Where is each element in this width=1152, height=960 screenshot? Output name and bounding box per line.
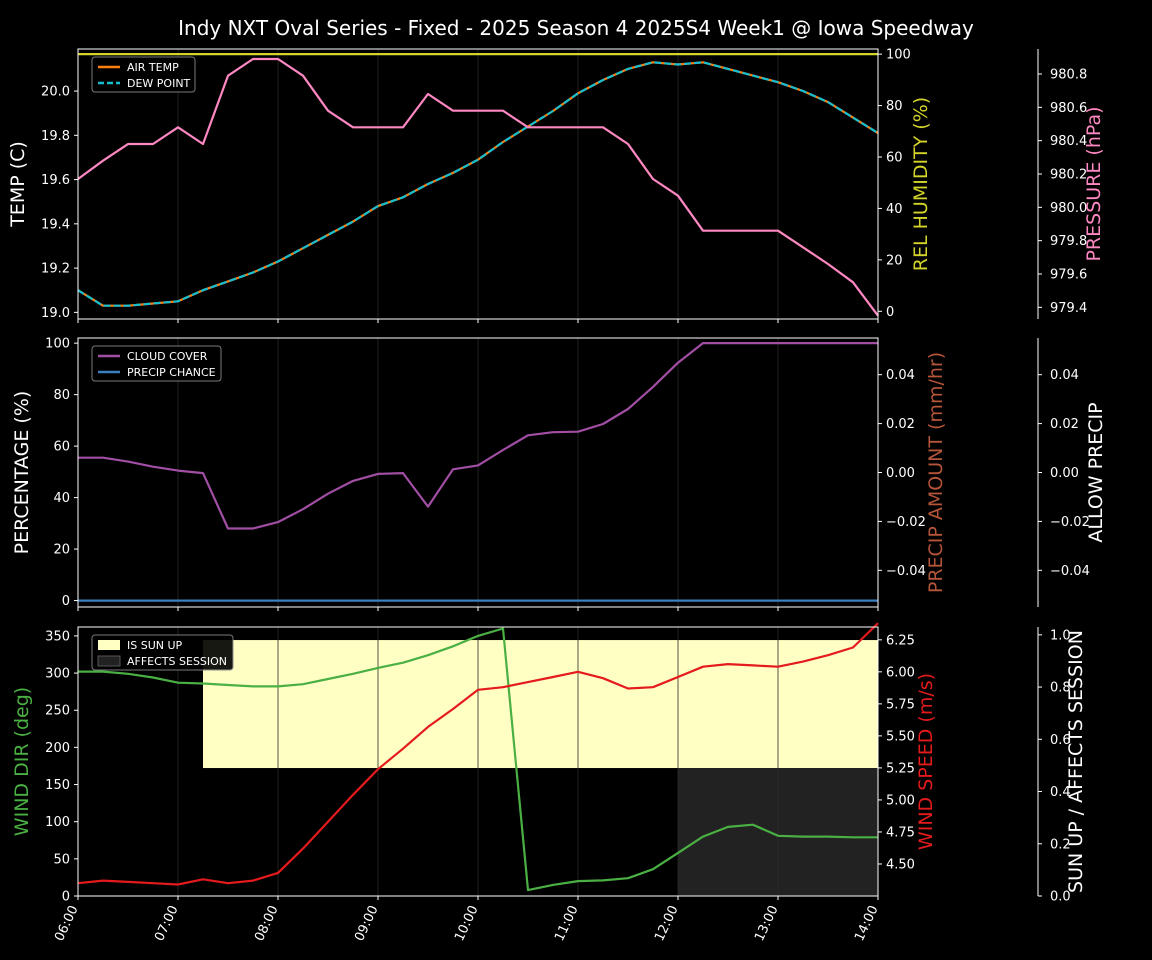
y2-tick-label: 4.50 <box>886 857 915 872</box>
chart-title: Indy NXT Oval Series - Fixed - 2025 Seas… <box>178 16 974 40</box>
pressure-line <box>77 57 879 317</box>
y3-tick-label: 0.4 <box>1050 785 1071 800</box>
y2-tick-label: 80 <box>886 99 903 114</box>
y-tick-label: 19.4 <box>41 217 70 232</box>
y3-tick-label: 0.6 <box>1050 733 1071 748</box>
y2-tick-label: 0.04 <box>886 368 915 383</box>
y2-tick-label: 6.00 <box>886 665 915 680</box>
y3-tick-label: −0.02 <box>1050 515 1090 530</box>
y-axis-label: PERCENTAGE (%) <box>11 391 33 555</box>
y2-axis-label: REL HUMIDITY (%) <box>910 97 932 271</box>
y-tick-label: 19.2 <box>41 262 70 277</box>
y3-tick-label: 1.0 <box>1050 628 1071 643</box>
y2-tick-label: 5.25 <box>886 761 915 776</box>
y2-tick-label: 6.25 <box>886 633 915 648</box>
y2-tick-label: 60 <box>886 151 903 166</box>
y3-tick-label: 980.6 <box>1050 101 1087 116</box>
y2-tick-label: 5.00 <box>886 793 915 808</box>
y-tick-label: 80 <box>53 388 70 403</box>
wind-speed-line <box>77 622 879 886</box>
y2-tick-label: 5.75 <box>886 697 915 712</box>
y2-tick-label: −0.02 <box>886 515 926 530</box>
y3-tick-label: 0.04 <box>1050 368 1079 383</box>
legend-entry: AIR TEMP <box>127 61 179 74</box>
y-tick-label: 250 <box>45 704 70 719</box>
y3-tick-label: 980.8 <box>1050 68 1087 83</box>
y3-tick-label: 979.6 <box>1050 268 1087 283</box>
y2-tick-label: −0.04 <box>886 564 926 579</box>
y2-tick-label: 5.50 <box>886 729 915 744</box>
y2-axis-label: PRECIP AMOUNT (mm/hr) <box>925 352 947 593</box>
y-tick-label: 150 <box>45 778 70 793</box>
y3-axis-label: ALLOW PRECIP <box>1085 402 1107 542</box>
legend-entry: IS SUN UP <box>127 639 183 652</box>
legend-swatch <box>97 655 121 667</box>
y-tick-label: 350 <box>45 629 70 644</box>
panel-wind: 0 50 100 150 200 250 300 350 4.50 4.75 5.00 5.25 5.5… <box>11 622 1087 944</box>
y3-tick-label: 0.02 <box>1050 417 1079 432</box>
legend-box <box>91 634 234 671</box>
y2-tick-label: 20 <box>886 253 903 268</box>
y3-tick-label: 0.8 <box>1050 681 1071 696</box>
y3-axis-label: PRESSURE (hPa) <box>1083 106 1105 261</box>
y-tick-label: 19.0 <box>41 306 70 321</box>
y3-tick-label: 979.8 <box>1050 234 1087 249</box>
y2-tick-label: 0.02 <box>886 417 915 432</box>
y3-tick-label: 0.2 <box>1050 837 1071 852</box>
y-tick-label: 20.0 <box>41 85 70 100</box>
legend-box <box>91 345 222 382</box>
y3-tick-label: 980.2 <box>1050 168 1087 183</box>
y2-tick-label: 0.00 <box>886 466 915 481</box>
y2-tick-label: 0 <box>886 305 894 320</box>
y-tick-label: 40 <box>53 491 70 506</box>
legend-entry: PRECIP CHANCE <box>127 366 216 379</box>
y-tick-label: 300 <box>45 667 70 682</box>
y3-axis-label: SUN UP / AFFECTS SESSION <box>1065 630 1087 893</box>
y-axis-label: TEMP (C) <box>7 141 29 228</box>
y2-tick-label: 100 <box>886 48 911 63</box>
y3-tick-label: 0.0 <box>1050 890 1071 905</box>
y-tick-label: 60 <box>53 440 70 455</box>
y-tick-label: 0 <box>62 890 70 905</box>
y3-tick-label: 980.4 <box>1050 134 1087 149</box>
y-tick-label: 19.8 <box>41 129 70 144</box>
y3-tick-label: 980.0 <box>1050 201 1087 216</box>
legend-entry: AFFECTS SESSION <box>127 655 227 668</box>
y-tick-label: 0 <box>62 594 70 609</box>
legend-entry: CLOUD COVER <box>127 350 208 363</box>
y-tick-label: 100 <box>45 815 70 830</box>
y-tick-label: 20 <box>53 543 70 558</box>
cloud-cover-line <box>78 342 878 530</box>
y-tick-label: 50 <box>53 852 70 867</box>
y2-tick-label: 4.75 <box>886 825 915 840</box>
y2-axis-label: WIND SPEED (m/s) <box>915 673 937 850</box>
y-axis-label: WIND DIR (deg) <box>11 687 33 836</box>
y2-tick-label: 40 <box>886 202 903 217</box>
y-tick-label: 19.6 <box>41 173 70 188</box>
y3-tick-label: 0.00 <box>1050 466 1079 481</box>
panel-precipitation: 0 20 40 60 80 100 −0.04 −0.02 0.00 0.02 0.04 −0.04 −… <box>11 337 1107 611</box>
y3-tick-label: −0.04 <box>1050 564 1090 579</box>
y-tick-label: 200 <box>45 741 70 756</box>
dew-point-line <box>77 61 879 307</box>
sun-up-band <box>203 640 878 769</box>
y3-tick-label: 979.4 <box>1050 301 1087 316</box>
panel-temperature: 19.0 19.2 19.4 19.6 19.8 20.0 0 20 40 60 80 100 979.… <box>7 48 1105 323</box>
legend-swatch <box>98 640 120 650</box>
y-tick-label: 100 <box>45 337 70 352</box>
legend-entry: DEW POINT <box>127 77 191 90</box>
wind-dir-line <box>78 627 878 892</box>
